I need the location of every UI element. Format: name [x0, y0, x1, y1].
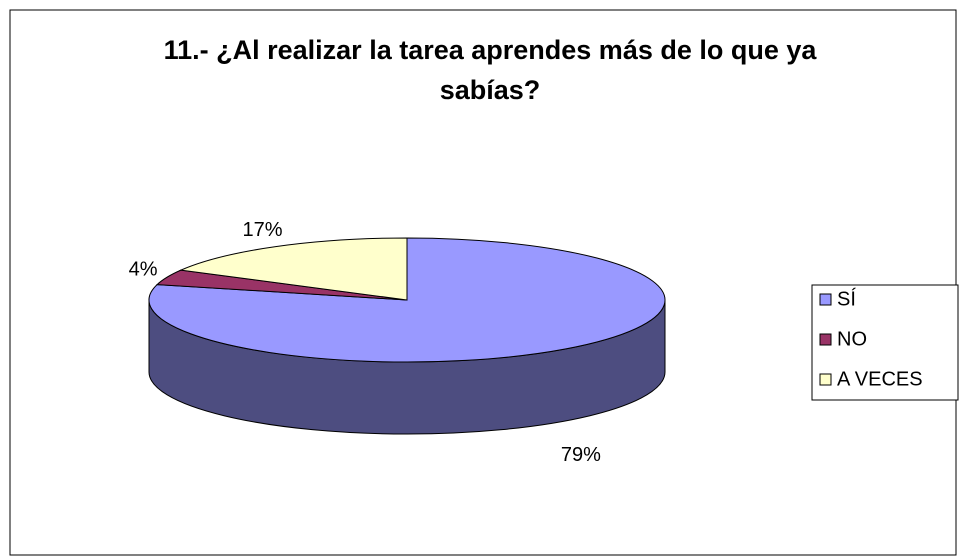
- legend-label: SÍ: [837, 287, 856, 310]
- legend-box: [811, 284, 959, 401]
- chart-title: 11.- ¿Al realizar la tarea aprendes más …: [163, 35, 817, 105]
- legend-label: NO: [837, 328, 867, 350]
- legend-swatch: [819, 373, 832, 386]
- legend-label: A VECES: [837, 368, 923, 390]
- data-label: 4%: [129, 259, 158, 281]
- legend-swatch: [819, 293, 832, 306]
- pie-slice: [179, 237, 408, 301]
- data-label: 17%: [243, 219, 283, 241]
- legend-swatch: [819, 333, 832, 346]
- data-label: 79%: [561, 444, 601, 466]
- pie-slice: [148, 237, 666, 363]
